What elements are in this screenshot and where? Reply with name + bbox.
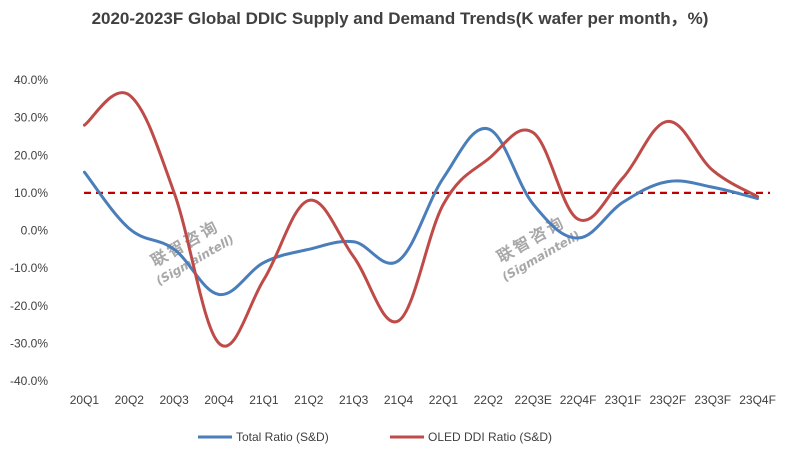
y-tick-label: 0.0% bbox=[21, 224, 49, 238]
legend: Total Ratio (S&D) OLED DDI Ratio (S&D) bbox=[198, 430, 552, 444]
chart-title: 2020-2023F Global DDIC Supply and Demand… bbox=[91, 9, 709, 28]
y-axis-ticks: 40.0% 30.0% 20.0% 10.0% 0.0% -10.0% -20.0% -30.… bbox=[10, 73, 48, 388]
legend-label: OLED DDI Ratio (S&D) bbox=[428, 430, 552, 444]
x-tick-label: 22Q3E bbox=[515, 393, 552, 407]
x-tick-label: 23Q2F bbox=[649, 393, 686, 407]
y-tick-label: -30.0% bbox=[10, 336, 48, 350]
x-tick-label: 22Q2 bbox=[474, 393, 504, 407]
x-tick-label: 21Q1 bbox=[249, 393, 279, 407]
x-tick-label: 23Q1F bbox=[605, 393, 642, 407]
legend-label: Total Ratio (S&D) bbox=[236, 430, 329, 444]
x-tick-label: 22Q1 bbox=[429, 393, 459, 407]
x-tick-label: 21Q4 bbox=[384, 393, 414, 407]
y-tick-label: 10.0% bbox=[14, 186, 48, 200]
y-tick-label: -40.0% bbox=[10, 374, 48, 388]
y-tick-label: -20.0% bbox=[10, 299, 48, 313]
x-tick-label: 23Q3F bbox=[694, 393, 731, 407]
y-tick-label: 30.0% bbox=[14, 111, 48, 125]
y-tick-label: 20.0% bbox=[14, 148, 48, 162]
x-axis-ticks: 20Q1 20Q2 20Q3 20Q4 21Q1 21Q2 21Q3 21Q4 22Q1 22Q2… bbox=[70, 393, 776, 407]
x-tick-label: 20Q3 bbox=[160, 393, 190, 407]
x-tick-label: 21Q2 bbox=[294, 393, 324, 407]
x-tick-label: 22Q4F bbox=[560, 393, 597, 407]
x-tick-label: 20Q2 bbox=[115, 393, 145, 407]
series-line-oled-ddi-ratio bbox=[82, 91, 760, 348]
x-tick-label: 23Q4F bbox=[739, 393, 776, 407]
x-tick-label: 20Q1 bbox=[70, 393, 100, 407]
y-tick-label: 40.0% bbox=[14, 73, 48, 87]
x-tick-label: 21Q3 bbox=[339, 393, 369, 407]
x-tick-label: 20Q4 bbox=[204, 393, 234, 407]
series-group bbox=[82, 91, 760, 348]
y-tick-label: -10.0% bbox=[10, 261, 48, 275]
watermarks: 联智咨询 (Sigmaintell) 联智咨询 (Sigmaintell) bbox=[148, 212, 583, 288]
